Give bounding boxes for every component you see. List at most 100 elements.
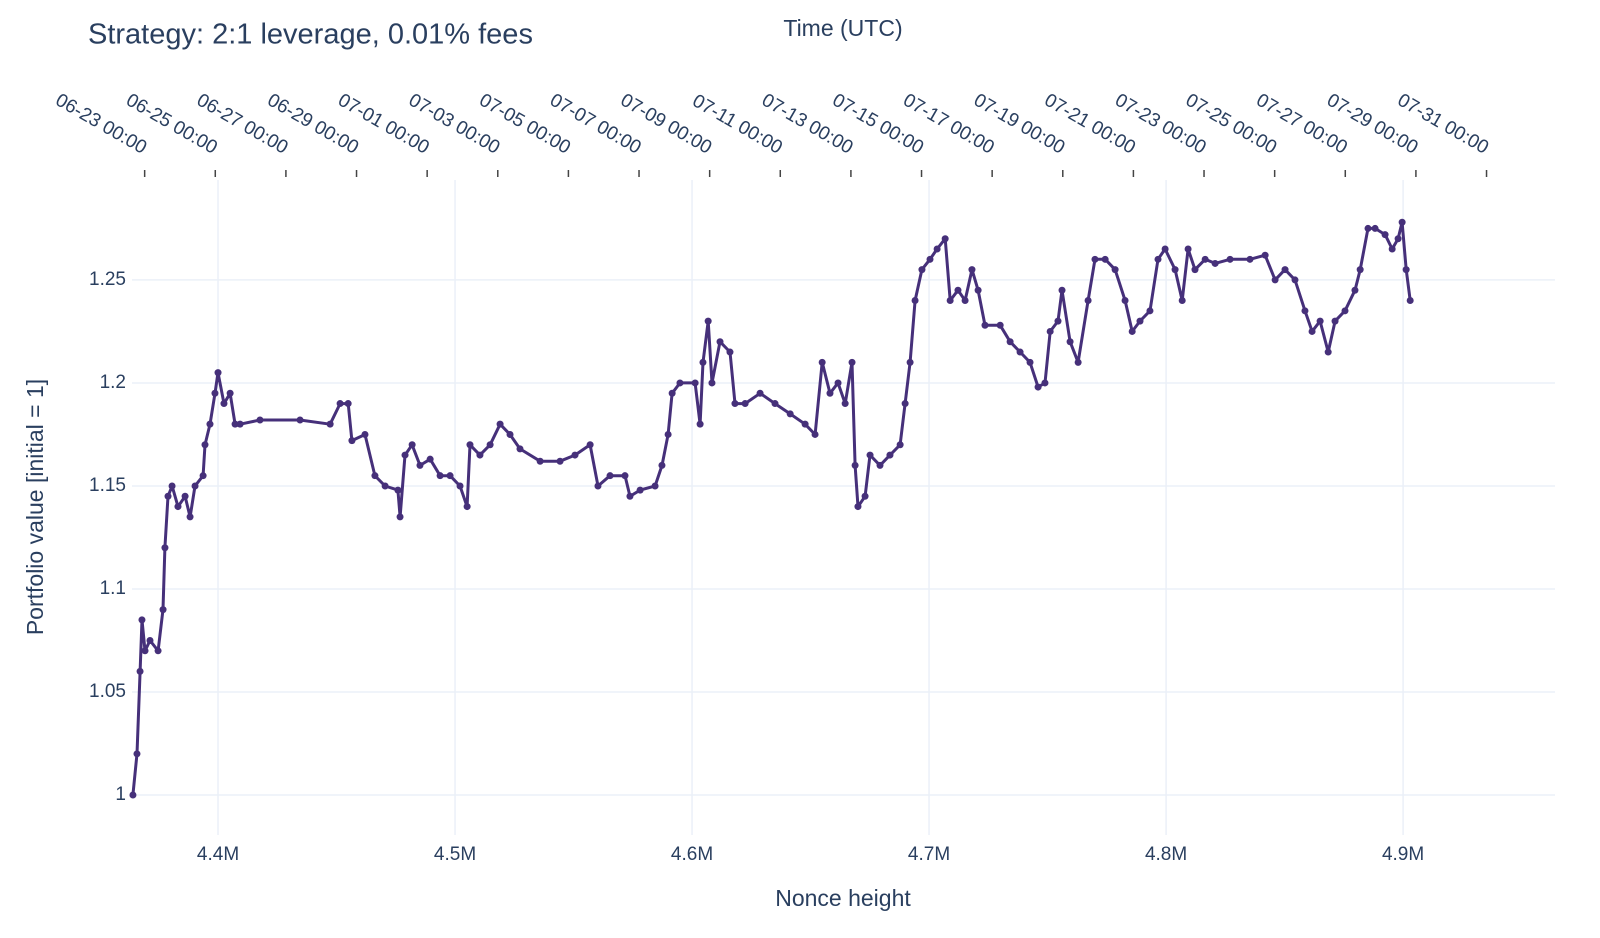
data-point [664, 430, 672, 438]
data-point [811, 430, 819, 438]
data-point [801, 420, 809, 428]
x-tick-label: 4.9M [1382, 844, 1424, 865]
data-point [946, 297, 954, 305]
data-point [168, 482, 176, 490]
data-point [466, 441, 474, 449]
data-point [1084, 297, 1092, 305]
data-point [381, 482, 389, 490]
data-point [896, 441, 904, 449]
data-point [708, 379, 716, 387]
data-point [231, 420, 239, 428]
y-tick-label: 1.25 [89, 269, 126, 290]
x2-axis-title: Time (UTC) [783, 15, 902, 41]
data-point [1066, 338, 1074, 346]
y-tick-label: 1.15 [89, 475, 126, 496]
data-point [136, 667, 144, 675]
x-tick-label: 4.7M [908, 844, 950, 865]
data-point [174, 503, 182, 511]
data-point [786, 410, 794, 418]
data-point [496, 420, 504, 428]
data-point [1058, 286, 1066, 294]
data-point [1316, 317, 1324, 325]
data-point [851, 461, 859, 469]
data-point [926, 255, 934, 263]
data-point [181, 492, 189, 500]
data-point [1364, 224, 1372, 232]
data-point [1246, 255, 1254, 263]
chart-title: Strategy: 2:1 leverage, 0.01% fees [88, 19, 533, 51]
data-point [463, 503, 471, 511]
data-point [1331, 317, 1339, 325]
data-point [1016, 348, 1024, 356]
data-point [996, 321, 1004, 329]
data-point [1324, 348, 1332, 356]
data-point [1184, 245, 1192, 253]
data-point [1308, 327, 1316, 335]
data-point [361, 430, 369, 438]
data-point [1146, 307, 1154, 315]
data-point [486, 441, 494, 449]
data-point [594, 482, 602, 490]
data-point [191, 482, 199, 490]
data-point [691, 379, 699, 387]
data-point [586, 441, 594, 449]
data-point [1281, 266, 1289, 274]
data-point [436, 472, 444, 480]
data-point [901, 400, 909, 408]
data-point [1371, 224, 1379, 232]
data-point [141, 647, 149, 655]
data-point [154, 647, 162, 655]
data-point [201, 441, 209, 449]
plot-area [129, 218, 1414, 799]
data-point [1398, 218, 1406, 226]
data-point [408, 441, 416, 449]
data-point [968, 266, 976, 274]
data-point [556, 457, 564, 465]
x-tick-label: 4.4M [197, 844, 239, 865]
data-point [954, 286, 962, 294]
data-point [606, 472, 614, 480]
data-point [861, 492, 869, 500]
data-point [696, 420, 704, 428]
grid [132, 180, 1555, 835]
data-point [854, 503, 862, 511]
data-point [1046, 327, 1054, 335]
x-tick-label: 4.5M [434, 844, 476, 865]
data-point [726, 348, 734, 356]
data-point [1054, 317, 1062, 325]
data-point [866, 451, 874, 459]
y-tick-label: 1.1 [100, 578, 126, 599]
data-point [1026, 358, 1034, 366]
data-point [1136, 317, 1144, 325]
data-point [826, 389, 834, 397]
data-point [1394, 235, 1402, 243]
data-point [841, 400, 849, 408]
data-point [256, 416, 264, 424]
data-point [159, 606, 167, 614]
data-point [426, 455, 434, 463]
data-point [226, 389, 234, 397]
y-axis-title: Portfolio value [initial = 1] [22, 379, 48, 635]
data-point [1226, 255, 1234, 263]
data-point [1356, 266, 1364, 274]
data-point [1291, 276, 1299, 284]
data-point [731, 400, 739, 408]
data-point [848, 358, 856, 366]
data-point [516, 445, 524, 453]
data-point [918, 266, 926, 274]
data-point [161, 544, 169, 552]
data-point [771, 400, 779, 408]
data-point [668, 389, 676, 397]
data-point [446, 472, 454, 480]
data-point [129, 791, 137, 799]
data-point [1406, 297, 1414, 305]
data-point [906, 358, 914, 366]
data-point [1201, 255, 1209, 263]
data-point [146, 636, 154, 644]
data-point [1161, 245, 1169, 253]
data-point [1074, 358, 1082, 366]
data-point [1101, 255, 1109, 263]
data-point [1128, 327, 1136, 335]
y-tick-label: 1.2 [100, 372, 126, 393]
